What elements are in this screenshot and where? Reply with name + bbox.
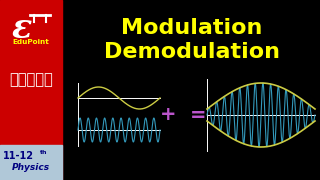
Text: th: th (40, 150, 48, 156)
Text: +: + (160, 105, 176, 125)
Text: Physics: Physics (12, 163, 50, 172)
Bar (0, 145, 62, 180)
Text: हिंदी: हिंदी (9, 73, 53, 87)
Text: Modulation: Modulation (121, 18, 263, 38)
Bar (0, 0, 62, 180)
Text: =: = (190, 105, 206, 125)
Text: ε: ε (12, 12, 32, 44)
Text: EduPoint: EduPoint (12, 39, 49, 45)
Text: 11-12: 11-12 (3, 151, 34, 161)
Text: Demodulation: Demodulation (104, 42, 280, 62)
